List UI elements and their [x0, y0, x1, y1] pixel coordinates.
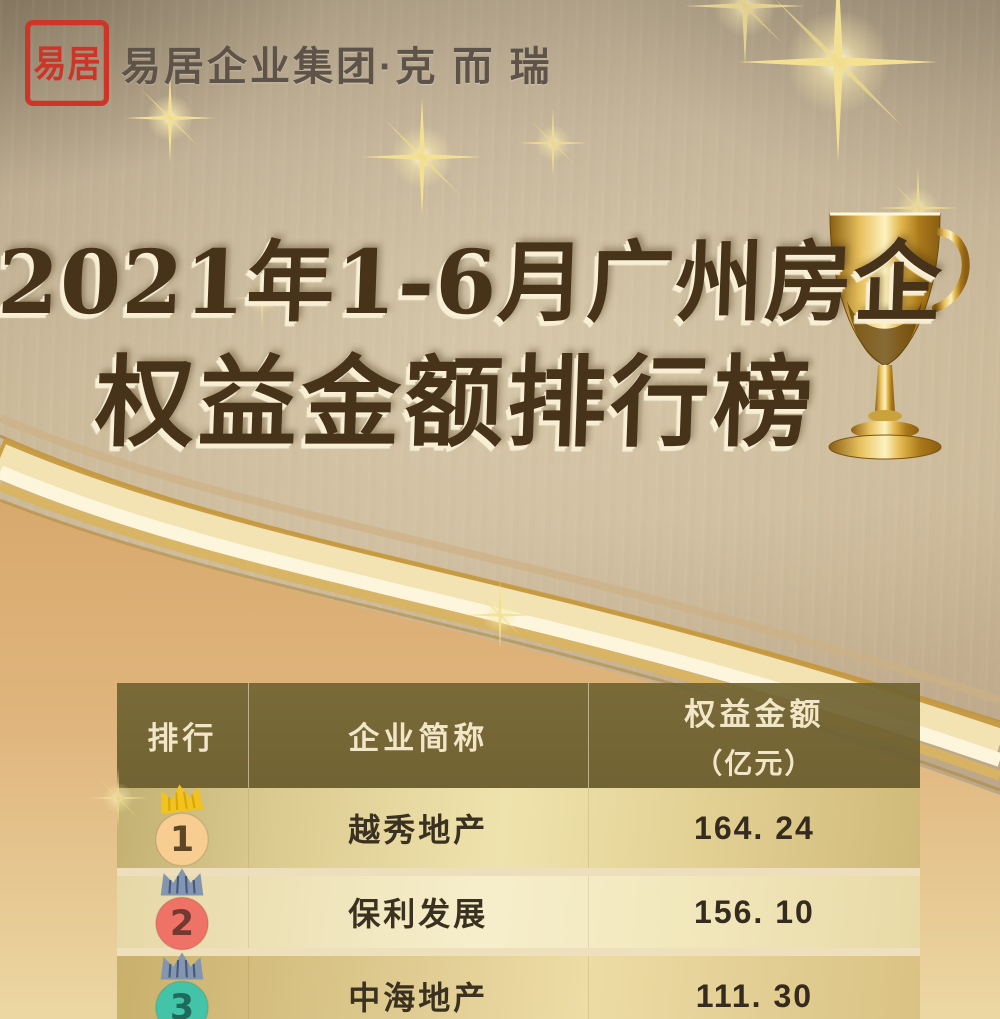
header-rank: 排行: [117, 683, 248, 788]
amount-cell: 156. 10: [587, 876, 920, 948]
rank-number: 1: [170, 820, 194, 860]
seal-char: 居: [67, 41, 101, 85]
brand-header: 易 居 易居企业集团·克 而 瑞: [25, 20, 553, 106]
header-amount: 权益金额 （亿元）: [587, 683, 920, 788]
rank-1-medal: 1: [155, 784, 210, 867]
header-amount-label: 权益金额: [684, 697, 825, 732]
table-row: 3 中海地产 111. 30: [117, 952, 920, 1019]
table-body: 1 越秀地产 164. 24: [117, 784, 920, 1019]
company-name: 越秀地产: [348, 812, 489, 848]
crown-icon: [161, 868, 204, 896]
company-cell: 保利发展: [247, 876, 588, 948]
table-row: 1 越秀地产 164. 24: [117, 784, 920, 868]
ranking-table: 排行 企业简称 权益金额 （亿元） 1: [117, 683, 920, 1019]
amount-value: 156. 10: [694, 893, 815, 930]
company-cell: 中海地产: [247, 956, 588, 1019]
header-amount-unit: （亿元）: [694, 748, 815, 779]
rank-number: 3: [170, 988, 194, 1019]
red-seal-icon: 易 居: [25, 20, 109, 106]
rank-number: 2: [170, 904, 194, 944]
amount-cell: 111. 30: [587, 956, 920, 1019]
brand-name: 易居企业集团·克 而 瑞: [121, 45, 553, 89]
header-rank-label: 排行: [147, 721, 218, 756]
rank-2-medal: 2: [155, 868, 210, 951]
table-header-row: 排行 企业简称 权益金额 （亿元）: [117, 683, 920, 788]
table-row: 2 保利发展 156. 10: [117, 868, 920, 951]
amount-value: 164. 24: [694, 809, 815, 846]
gold-trophy-icon: [828, 212, 970, 460]
header-company: 企业简称: [247, 683, 588, 788]
crown-icon: [161, 952, 204, 980]
amount-value: 111. 30: [695, 977, 814, 1014]
header-company-label: 企业简称: [348, 721, 489, 756]
rank-cell: 3: [117, 952, 248, 1019]
company-name: 中海地产: [348, 980, 489, 1016]
title-line-1: 2021年1-6月广州房企: [0, 230, 945, 334]
company-cell: 越秀地产: [247, 788, 588, 868]
rank-3-medal: 3: [155, 952, 210, 1019]
seal-char: 易: [33, 41, 67, 85]
crown-icon: [161, 784, 204, 814]
rank-cell: 2: [117, 868, 248, 951]
title-line-2: 权益金额排行榜: [93, 345, 819, 461]
company-name: 保利发展: [348, 896, 489, 932]
rank-cell: 1: [117, 784, 248, 868]
amount-cell: 164. 24: [587, 788, 920, 868]
